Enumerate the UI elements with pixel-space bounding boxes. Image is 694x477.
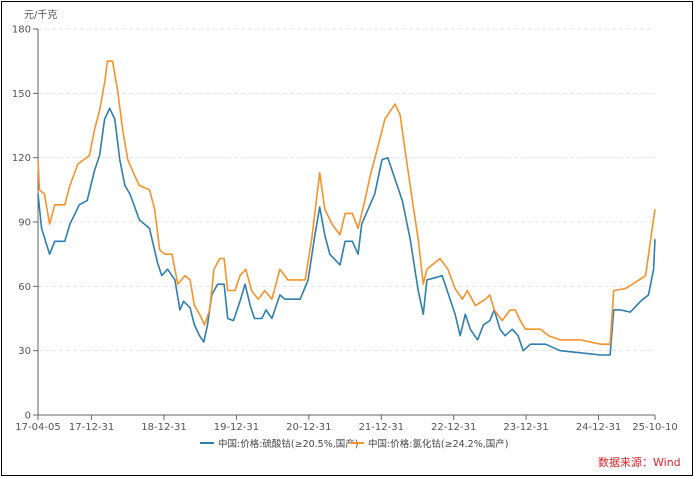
y-tick-label: 0 xyxy=(25,411,31,422)
series-line-1 xyxy=(37,107,656,356)
legend-label-1: 中国:价格:硫酸钴(≥20.5%,国产) xyxy=(218,438,358,450)
x-tick-label: 23-12-31 xyxy=(503,422,548,433)
y-tick-label: 150 xyxy=(12,89,31,100)
x-tick-label: 25-10-10 xyxy=(632,422,677,433)
x-tick-label: 21-12-31 xyxy=(359,422,404,433)
x-tick-label: 17-12-31 xyxy=(69,422,114,433)
x-tick-label: 24-12-31 xyxy=(576,422,621,433)
x-tick-label: 20-12-31 xyxy=(286,422,331,433)
y-tick-label: 120 xyxy=(12,153,31,164)
x-tick-label: 19-12-31 xyxy=(214,422,259,433)
series-line-2 xyxy=(37,60,656,345)
y-tick-label: 180 xyxy=(12,25,31,36)
x-tick-label: 18-12-31 xyxy=(141,422,186,433)
y-tick-label: 90 xyxy=(18,218,31,229)
legend-label-2: 中国:价格:氯化钴(≥24.2%,国产) xyxy=(368,438,508,450)
x-tick-label: 17-04-05 xyxy=(15,422,60,433)
y-tick-label: 60 xyxy=(18,282,31,293)
y-tick-label: 30 xyxy=(18,346,31,357)
x-tick-label: 22-12-31 xyxy=(431,422,476,433)
data-source-note: 数据来源：Wind xyxy=(598,456,681,469)
y-axis-label: 元/千克 xyxy=(24,9,57,21)
